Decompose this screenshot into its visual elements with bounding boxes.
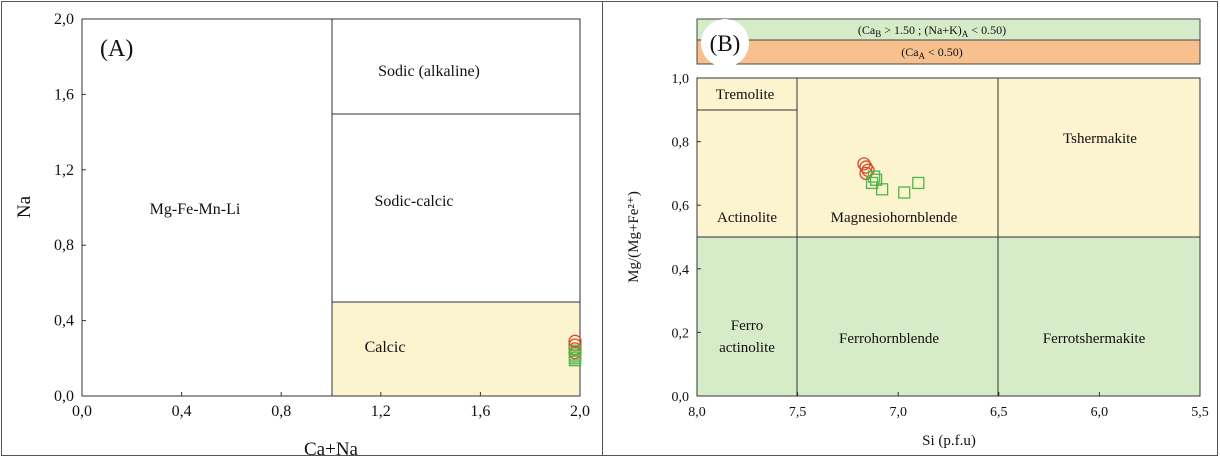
legend-bar-text-2: (CaA < 0.50): [901, 45, 963, 61]
field-label-ferrotshermakite: Ferrotshermakite: [1043, 331, 1146, 347]
field-label-ferro: Ferro: [731, 318, 764, 334]
points-b: [857, 157, 925, 199]
calcic-field: [332, 302, 580, 396]
panel-divider: [602, 1, 603, 456]
y-tick-label: 0,8: [672, 136, 690, 151]
field-label-actinolite: Actinolite: [717, 210, 777, 226]
panel-label-a: (A): [100, 36, 133, 62]
y-axis-title-a: Na: [14, 195, 35, 218]
x-tick-label: 1,2: [371, 403, 391, 420]
y-tick-label: 0,4: [54, 313, 74, 330]
data-point-square: [898, 186, 911, 199]
y-tick-label: 0,0: [54, 388, 74, 405]
x-tick-label: 7,0: [889, 405, 907, 420]
plot-area-a: [81, 18, 581, 397]
x-tick-label: 2,0: [570, 403, 590, 420]
data-point-circle: [568, 334, 582, 348]
x-tick-label: 7,5: [789, 405, 807, 420]
data-point-square: [568, 354, 582, 367]
field-yellow-region: [697, 78, 1200, 237]
x-tick-label: 8,0: [688, 405, 706, 420]
data-point-square: [912, 176, 925, 190]
field-label-sodic-calcic: Sodic-calcic: [374, 193, 453, 210]
y-axis-title-b: Mg/(Mg+Fe²⁺): [626, 191, 642, 283]
x-tick-label: 5,5: [1191, 405, 1209, 420]
y-tick-label: 0,4: [672, 263, 690, 278]
field-label-magnesiohornblende: Magnesiohornblende: [831, 210, 958, 226]
x-tick-label: 6,0: [1091, 405, 1109, 420]
data-point-square: [867, 170, 881, 183]
field-label-tremolite: Tremolite: [716, 87, 775, 103]
y-tick-label: 0,2: [672, 326, 690, 341]
panel-label-b-badge: [701, 19, 749, 67]
y-tick-label: 1,2: [54, 162, 74, 179]
field-green-region: [697, 237, 1200, 396]
y-tick-label: 1,6: [54, 86, 74, 103]
field-label-calcic: Calcic: [365, 339, 406, 356]
x-tick-label: 0,8: [271, 403, 291, 420]
y-tick-label: 2,0: [54, 11, 74, 28]
x-tick-label: 0,4: [172, 403, 192, 420]
y-tick-label: 1,0: [672, 72, 690, 87]
field-label-actinolite-2: actinolite: [719, 340, 775, 356]
x-tick-label: 1,6: [470, 403, 490, 420]
x-axis-title-b: Si (p.f.u): [922, 433, 976, 449]
data-point-circle: [857, 157, 871, 171]
y-tick-label: 0,0: [672, 390, 690, 405]
field-label-sodic: Sodic (alkaline): [378, 63, 480, 80]
field-label-tshermakite: Tshermakite: [1063, 131, 1137, 147]
legend-bar-orange: [696, 39, 1201, 65]
ticks-a: 0,0 0,4 0,8 1,2 1,6 2,0 0,0 0,4 0,8 1,2 1,6 2,0: [54, 11, 590, 420]
x-axis-title-a: Ca+Na: [304, 439, 359, 458]
legend-bar-text-1: (CaB > 1.50 ; (Na+K)A < 0.50): [858, 23, 1006, 39]
data-point-square: [875, 183, 889, 196]
field-label-mg-fe-mn-li: Mg-Fe-Mn-Li: [150, 201, 241, 218]
field-label-ferrohornblende: Ferrohornblende: [839, 331, 939, 347]
x-tick-label: 0,0: [72, 403, 92, 420]
points-a: [568, 334, 582, 367]
data-point-circle: [859, 160, 873, 174]
y-tick-label: 0,6: [672, 199, 690, 214]
panel-label-b: (B): [710, 31, 741, 56]
data-point-square: [865, 176, 879, 190]
ticks-b: 8,0 7,5 7,0 6,5 6,0 5,5 0,0 0,2 0,4 0,6 0,8 1,0: [672, 72, 1209, 420]
y-tick-label: 0,8: [54, 237, 74, 254]
x-tick-label: 6,5: [990, 405, 1008, 420]
